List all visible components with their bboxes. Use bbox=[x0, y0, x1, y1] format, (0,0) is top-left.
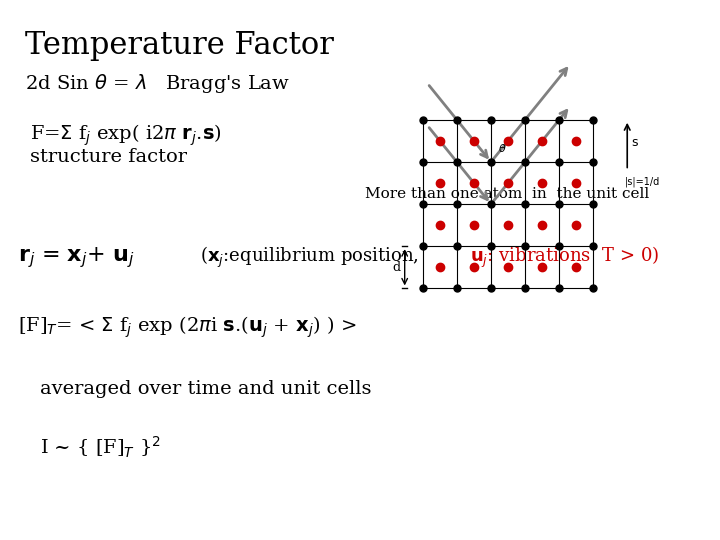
Text: $\theta$: $\theta$ bbox=[498, 141, 506, 153]
Text: d: d bbox=[392, 261, 401, 274]
Text: F=$\Sigma$ f$_j$ exp( i2$\pi$ $\mathbf{r}_j$.$\mathbf{s}$): F=$\Sigma$ f$_j$ exp( i2$\pi$ $\mathbf{r… bbox=[30, 122, 222, 147]
Text: $\mathbf{r}_j$ = $\mathbf{x}_j$+ $\mathbf{u}_j$: $\mathbf{r}_j$ = $\mathbf{x}_j$+ $\mathb… bbox=[18, 245, 135, 270]
Text: structure factor: structure factor bbox=[30, 148, 187, 166]
Text: [F]$_T$= < $\Sigma$ f$_j$ exp (2$\pi$i $\mathbf{s}$.($\mathbf{u}_j$ + $\mathbf{x: [F]$_T$= < $\Sigma$ f$_j$ exp (2$\pi$i $… bbox=[18, 315, 356, 341]
Text: More than one atom  in  the unit cell: More than one atom in the unit cell bbox=[365, 187, 649, 201]
Text: averaged over time and unit cells: averaged over time and unit cells bbox=[40, 380, 372, 398]
Text: 2d Sin $\theta$ = $\lambda$   Bragg's Law: 2d Sin $\theta$ = $\lambda$ Bragg's Law bbox=[25, 72, 290, 95]
Text: |s|=1/d: |s|=1/d bbox=[625, 176, 660, 186]
Text: $\mathbf{u}_j$: vibrations  T > 0): $\mathbf{u}_j$: vibrations T > 0) bbox=[470, 245, 660, 270]
Text: I ~ { [F]$_T$ }$^2$: I ~ { [F]$_T$ }$^2$ bbox=[40, 435, 161, 460]
Text: s: s bbox=[631, 136, 638, 149]
Text: Temperature Factor: Temperature Factor bbox=[25, 30, 334, 61]
Text: ($\mathbf{x}_j$:equilibrium position,: ($\mathbf{x}_j$:equilibrium position, bbox=[200, 245, 426, 270]
